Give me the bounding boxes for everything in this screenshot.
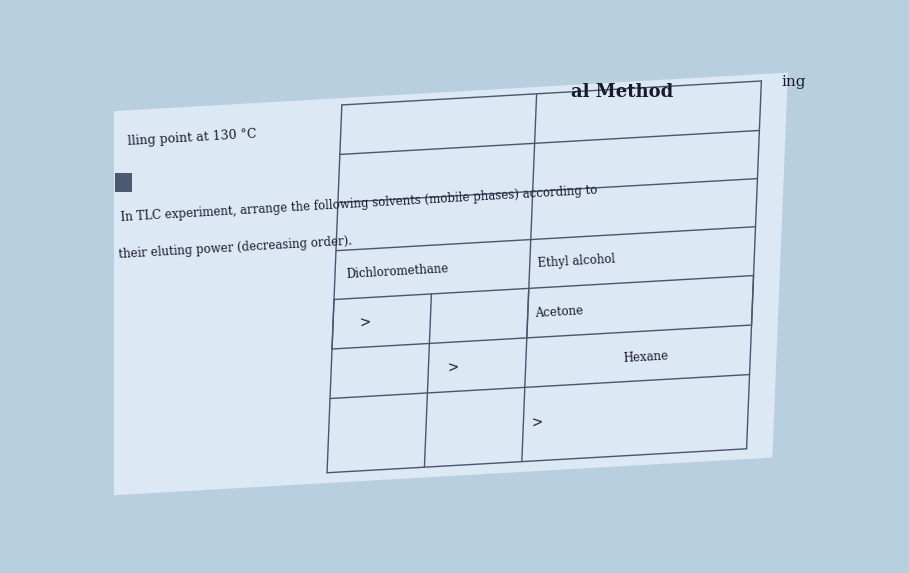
Polygon shape [98,73,788,496]
Text: In TLC experiment, arrange the following solvents (mobile phases) according to: In TLC experiment, arrange the following… [120,183,597,223]
Text: Hexane: Hexane [623,350,669,365]
Text: lling point at 130 °C: lling point at 130 °C [127,127,256,148]
Text: Dichloromethane: Dichloromethane [345,262,449,281]
Text: Ethyl alcohol: Ethyl alcohol [537,253,615,270]
Bar [115,172,132,192]
Text: their eluting power (decreasing order).: their eluting power (decreasing order). [119,235,353,261]
Text: >: > [531,416,543,430]
Text: al Method: al Method [571,83,674,101]
Text: ing: ing [781,75,805,89]
Text: >: > [446,361,459,375]
Text: >: > [359,316,371,331]
Text: Acetone: Acetone [534,304,584,320]
